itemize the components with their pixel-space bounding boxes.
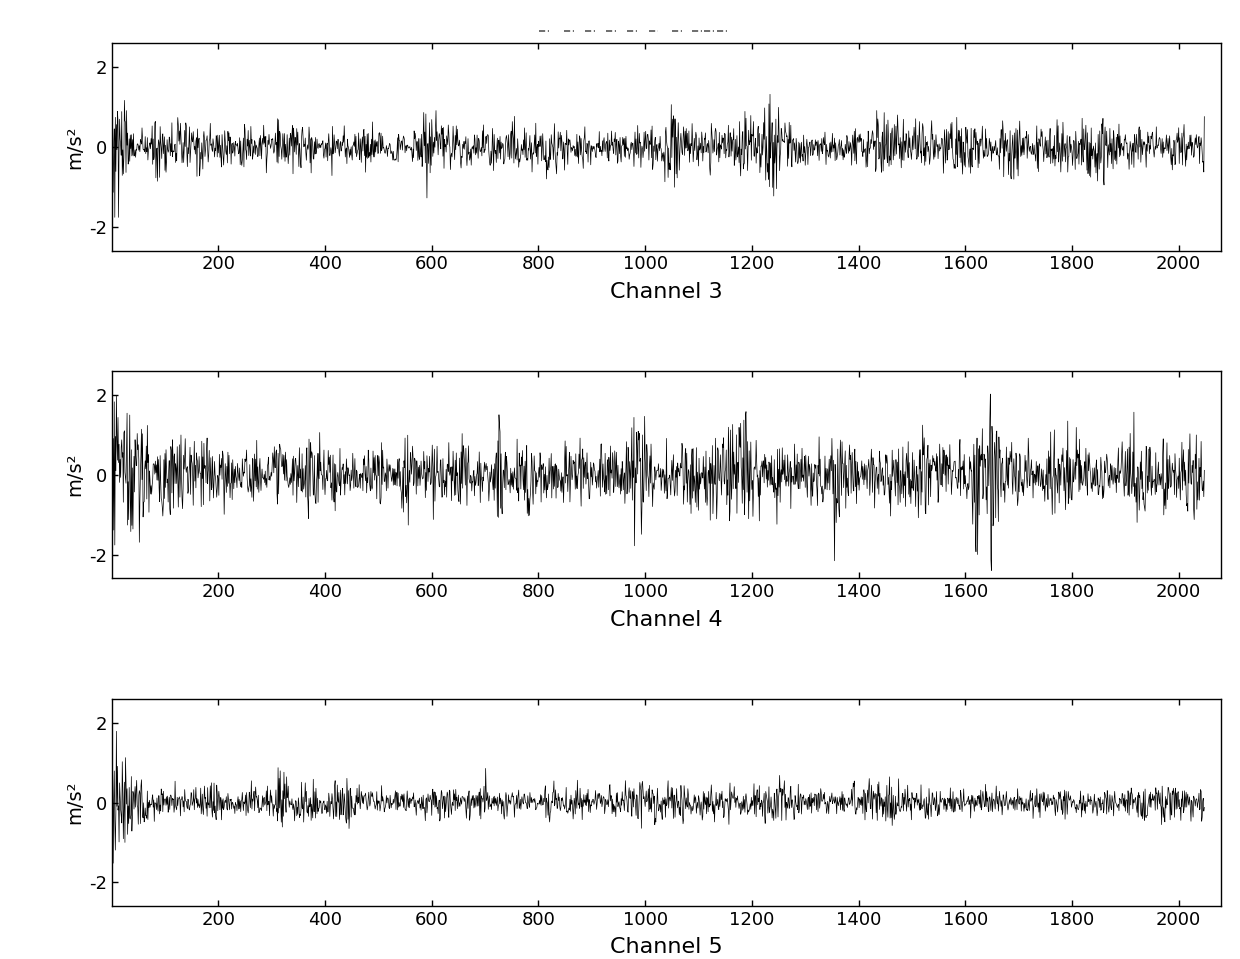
X-axis label: Channel 3: Channel 3 [610,282,723,302]
Y-axis label: m/s²: m/s² [66,453,84,497]
Y-axis label: m/s²: m/s² [66,125,84,169]
X-axis label: Channel 5: Channel 5 [610,938,723,957]
Y-axis label: m/s²: m/s² [66,781,84,825]
X-axis label: Channel 4: Channel 4 [610,610,723,630]
